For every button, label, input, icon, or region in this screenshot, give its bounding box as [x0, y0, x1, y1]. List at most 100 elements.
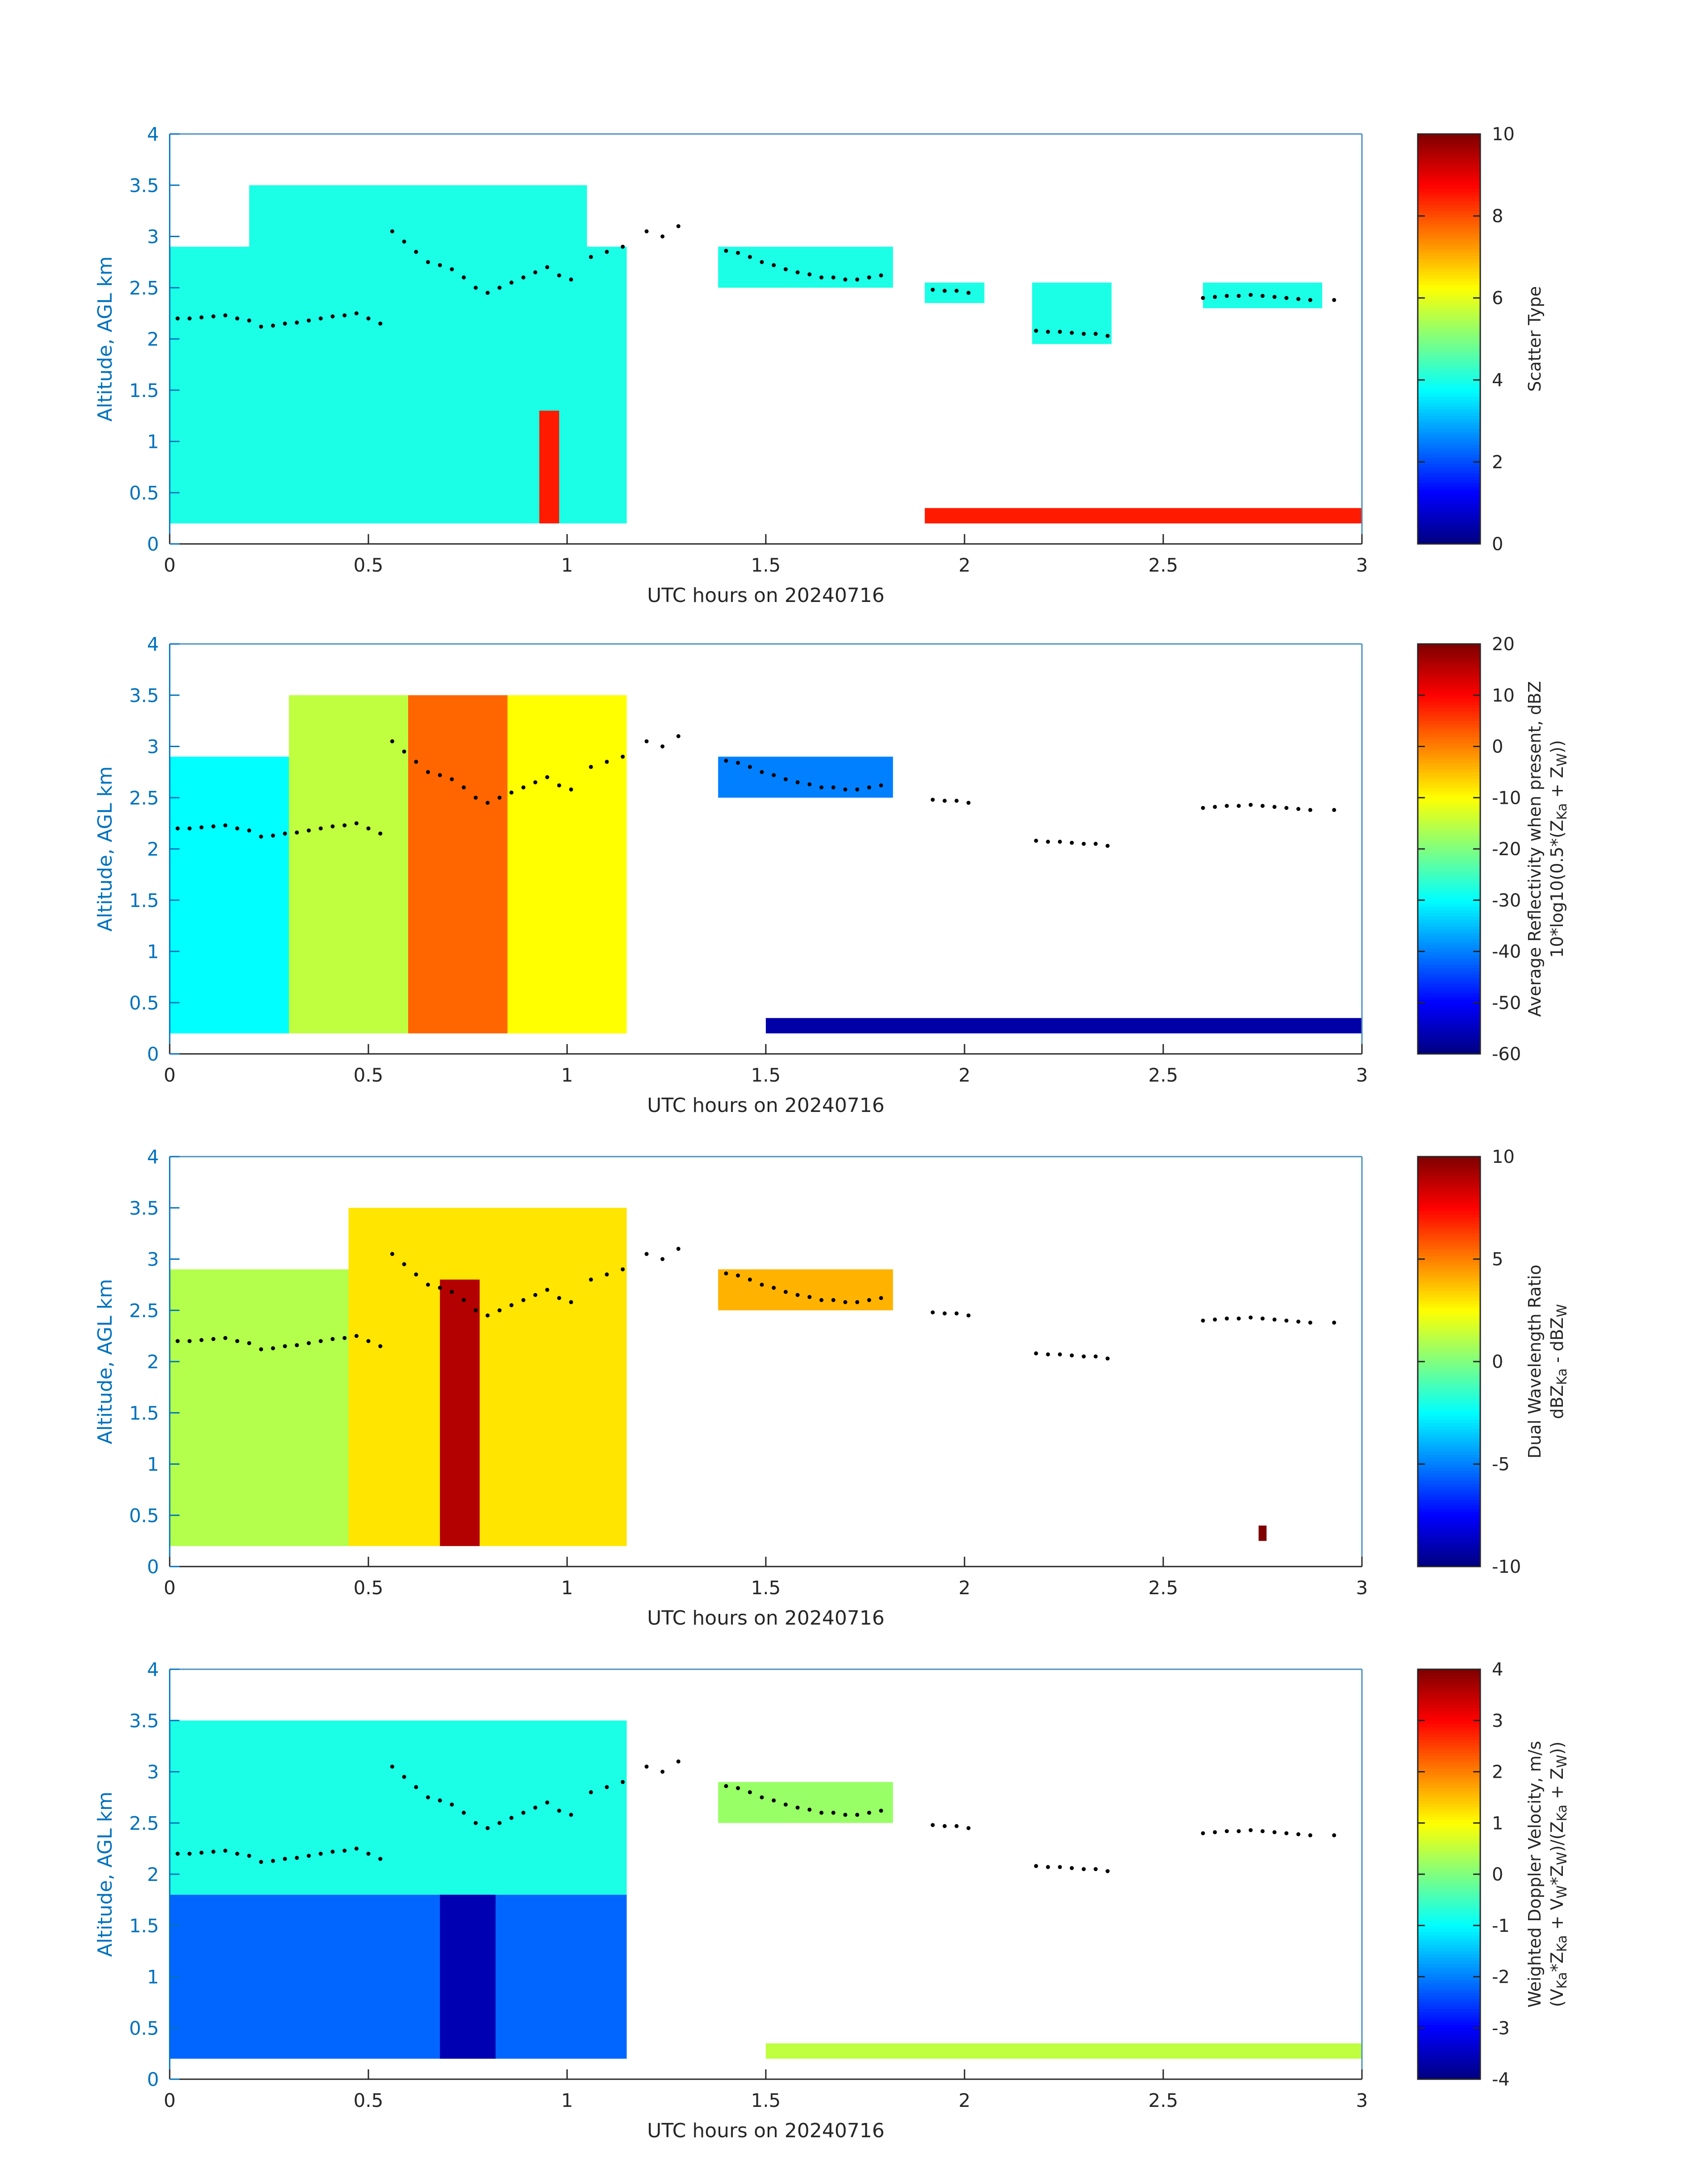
colorbar-segment: [1418, 1166, 1480, 1170]
tracer-point: [390, 739, 394, 744]
colorbar-segment: [1418, 384, 1480, 388]
colorbar-segment: [1418, 1499, 1480, 1503]
colorbar-tick-label: 0: [1492, 534, 1503, 555]
colorbar-segment: [1418, 175, 1480, 180]
colorbar-tick-label: -30: [1492, 890, 1521, 911]
tracer-point: [1046, 1352, 1050, 1357]
colorbar-segment: [1418, 1944, 1480, 1948]
colorbar-segment: [1418, 865, 1480, 869]
colorbar-segment: [1418, 1775, 1480, 1779]
y-tick-label: 2.5: [129, 277, 159, 299]
tracer-point: [1249, 1828, 1253, 1832]
colorbar-label-line2: 10*log10(0.5*(ZKa + ZW)): [1547, 740, 1570, 958]
colorbar-segment: [1418, 387, 1480, 391]
tracer-point: [1224, 1829, 1229, 1834]
colorbar-segment: [1418, 833, 1480, 837]
tracer-point: [390, 229, 394, 234]
colorbar-segment: [1418, 907, 1480, 911]
colorbar-segment: [1418, 1874, 1480, 1878]
colorbar-segment: [1418, 502, 1480, 506]
colorbar-segment: [1418, 1801, 1480, 1805]
tracer-point: [342, 1848, 347, 1853]
colorbar-segment: [1418, 1009, 1480, 1013]
colorbar-segment: [1418, 1163, 1480, 1167]
tracer-point: [1094, 1354, 1098, 1359]
x-tick-label: 2.5: [1148, 2089, 1178, 2111]
colorbar-segment: [1418, 169, 1480, 173]
colorbar-segment: [1418, 313, 1480, 317]
y-tick-label: 3.5: [129, 175, 159, 196]
colorbar-segment: [1418, 698, 1480, 702]
tracer-point: [414, 760, 418, 764]
tracer-point: [748, 765, 752, 769]
tracer-point: [605, 1785, 609, 1789]
colorbar-segment: [1418, 1845, 1480, 1849]
colorbar-segment: [1418, 1442, 1480, 1446]
colorbar-segment: [1418, 1377, 1480, 1381]
tracer-point: [943, 798, 947, 803]
tracer-point: [855, 1300, 860, 1304]
colorbar-segment: [1418, 1451, 1480, 1455]
tracer-point: [1046, 840, 1050, 844]
tracer-point: [473, 1821, 478, 1825]
colorbar-tick-label: -60: [1492, 1044, 1521, 1065]
colorbar-segment: [1418, 2060, 1480, 2064]
colorbar-segment: [1418, 820, 1480, 824]
tracer-point: [247, 318, 251, 323]
colorbar-segment: [1418, 861, 1480, 865]
tracer-point: [1236, 1829, 1241, 1834]
colorbar-segment: [1418, 1951, 1480, 1955]
colorbar-segment: [1418, 1541, 1480, 1545]
tracer-point: [509, 790, 514, 795]
colorbar-segment: [1418, 275, 1480, 279]
colorbar-segment: [1418, 409, 1480, 413]
x-axis-label: UTC hours on 20240716: [647, 2119, 885, 2142]
colorbar-segment: [1418, 1967, 1480, 1971]
colorbar-segment: [1418, 1230, 1480, 1234]
tracer-point: [1236, 804, 1241, 808]
colorbar-segment: [1418, 1749, 1480, 1753]
colorbar-tick-label: 2: [1492, 452, 1503, 472]
colorbar-segment: [1418, 858, 1480, 862]
colorbar-segment: [1418, 692, 1480, 696]
colorbar-segment: [1418, 1980, 1480, 1984]
tracer-point: [462, 1298, 466, 1302]
colorbar-segment: [1418, 1919, 1480, 1923]
colorbar-segment: [1418, 1813, 1480, 1817]
tracer-point: [660, 1257, 665, 1261]
tracer-point: [1308, 808, 1312, 812]
tracer-point: [1069, 330, 1074, 335]
colorbar-segment: [1418, 1832, 1480, 1836]
colorbar-segment: [1418, 1701, 1480, 1705]
colorbar-segment: [1418, 974, 1480, 978]
tracer-point: [438, 1286, 442, 1290]
colorbar-tick-label: 0: [1492, 1864, 1503, 1885]
colorbar-segment: [1418, 1855, 1480, 1859]
tracer-point: [1272, 1317, 1277, 1322]
heatmap-cell-region-2: [408, 695, 508, 1034]
colorbar-segment: [1418, 1823, 1480, 1827]
tracer-point: [1308, 1320, 1312, 1325]
colorbar-segment: [1418, 1025, 1480, 1029]
colorbar-segment: [1418, 1893, 1480, 1897]
colorbar-segment: [1418, 454, 1480, 458]
colorbar-segment: [1418, 534, 1480, 538]
tracer-point: [605, 760, 609, 764]
colorbar-segment: [1418, 1692, 1480, 1696]
colorbar-segment: [1418, 1518, 1480, 1522]
tracer-point: [175, 316, 180, 321]
colorbar-segment: [1418, 1835, 1480, 1839]
colorbar-segment: [1418, 772, 1480, 776]
tracer-point: [247, 828, 251, 833]
colorbar-segment: [1418, 756, 1480, 760]
y-axis-label: Altitude, AGL km: [94, 256, 117, 422]
tracer-point: [1213, 1317, 1217, 1322]
colorbar-segment: [1418, 2069, 1480, 2073]
colorbar-segment: [1418, 1182, 1480, 1186]
colorbar-segment: [1418, 785, 1480, 789]
colorbar-segment: [1418, 428, 1480, 432]
tracer-point: [462, 785, 466, 790]
colorbar-label-line1: Dual Wavelength Ratio: [1525, 1265, 1545, 1458]
tracer-point: [943, 1824, 947, 1828]
colorbar-segment: [1418, 967, 1480, 971]
